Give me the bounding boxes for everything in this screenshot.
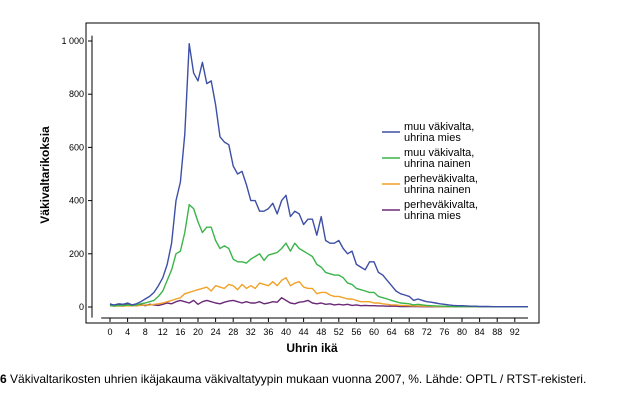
x-tick-label: 76 [439, 327, 449, 337]
x-axis-label: Uhrin ikä [286, 341, 338, 355]
legend-label: perheväkivalta, uhrina mies [404, 199, 478, 222]
x-tick-label: 32 [246, 327, 256, 337]
x-axis: 0 4 8 12 16 20 24 28 32 36 40 44 48 52 56 60 64 68 72 76 80 8… [101, 317, 528, 337]
x-tick-label: 64 [387, 327, 397, 337]
x-tick-label: 36 [263, 327, 273, 337]
series-line [109, 277, 528, 308]
x-tick-label: 80 [457, 327, 467, 337]
y-tick-label: 1 000 [61, 36, 84, 46]
y-tick-label: 200 [69, 249, 84, 259]
x-tick-label: 84 [475, 327, 485, 337]
caption-number: 6 [0, 372, 7, 386]
x-tick-label: 72 [422, 327, 432, 337]
x-tick-label: 92 [510, 327, 520, 337]
plot-frame [85, 22, 540, 324]
y-axis-label: Väkivaltarikoksia [38, 126, 52, 224]
y-tick-label: 0 [79, 302, 84, 312]
legend-label: muu väkivalta, uhrina nainen [404, 147, 474, 170]
x-tick-label: 56 [351, 327, 361, 337]
legend-label: muu väkivalta, uhrina mies [404, 121, 474, 144]
x-tick-label: 60 [369, 327, 379, 337]
caption-text: Väkivaltarikosten uhrien ikäjakauma väki… [6, 372, 587, 386]
y-axis: 0 200 400 600 800 1 000 [61, 35, 93, 318]
x-tick-label: 68 [404, 327, 414, 337]
x-tick-label: 20 [193, 327, 203, 337]
figure-caption: 6 Väkivaltarikosten uhrien ikäjakauma vä… [0, 372, 642, 386]
x-tick-label: 0 [107, 327, 112, 337]
x-tick-label: 24 [211, 327, 221, 337]
x-tick-label: 48 [316, 327, 326, 337]
x-tick-label: 40 [281, 327, 291, 337]
y-tick-label: 400 [69, 196, 84, 206]
series-line [109, 43, 528, 308]
legend-label: perheväkivalta, uhrina nainen [404, 173, 478, 196]
series-line [109, 203, 528, 308]
x-tick-label: 12 [158, 327, 168, 337]
x-tick-label: 4 [125, 327, 130, 337]
x-tick-label: 28 [228, 327, 238, 337]
series-layer [109, 43, 528, 308]
x-tick-label: 16 [175, 327, 185, 337]
y-tick-label: 800 [69, 89, 84, 99]
x-tick-label: 52 [334, 327, 344, 337]
x-tick-label: 44 [299, 327, 309, 337]
y-tick-label: 600 [69, 142, 84, 152]
x-tick-label: 8 [143, 327, 148, 337]
x-tick-label: 88 [492, 327, 502, 337]
legend: muu väkivalta, uhrina mies muu väkivalta, u… [382, 121, 478, 222]
